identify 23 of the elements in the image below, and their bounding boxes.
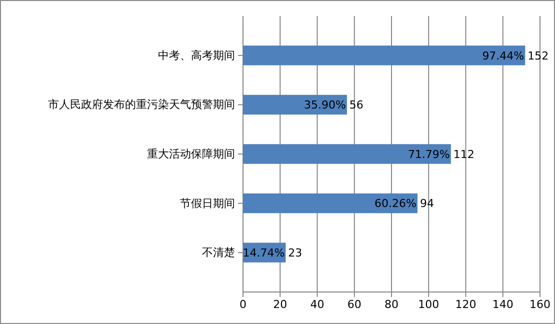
x-tick-label: 120	[455, 298, 476, 311]
y-tick-label: 中考、高考期间	[158, 48, 235, 62]
y-tick-label: 重大活动保障期间	[147, 148, 235, 161]
data-label: 35.90% 56	[304, 98, 364, 112]
y-tick-label: 节假日期间	[180, 196, 235, 210]
data-label: 97.44% 152	[482, 49, 549, 62]
bar	[243, 94, 347, 115]
x-tick-label: 0	[240, 298, 246, 311]
y-tick-label: 市人民政府发布的重污染天气预警期间	[48, 98, 235, 112]
x-tick-label: 20	[273, 298, 288, 311]
x-tick-label: 60	[347, 298, 362, 311]
x-tick-label: 140	[492, 298, 514, 311]
bar	[243, 193, 418, 214]
x-tick-label: 40	[310, 298, 324, 311]
bar	[243, 144, 451, 164]
x-tick-label: 80	[384, 298, 398, 311]
data-label: 60.26% 94	[374, 197, 434, 210]
y-tick-label: 不清楚	[202, 246, 235, 260]
bar	[243, 46, 526, 66]
x-tick-label: 160	[530, 298, 550, 311]
x-tick-label: 100	[418, 298, 440, 311]
data-label: 71.79% 112	[408, 148, 474, 161]
data-label: 14.74% 23	[242, 246, 302, 260]
